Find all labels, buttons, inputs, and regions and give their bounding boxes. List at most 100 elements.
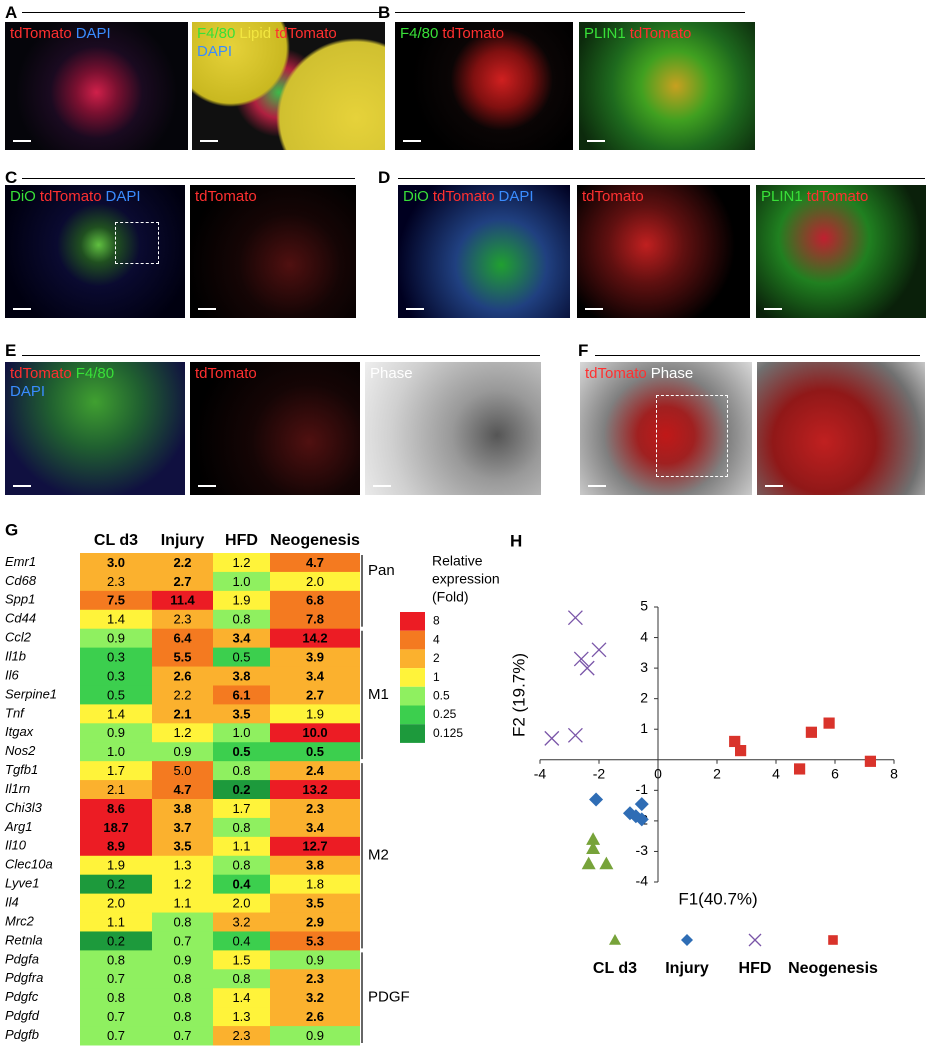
- cell-value: 0.9: [306, 952, 324, 967]
- heat-cell: [152, 704, 213, 724]
- column-header: Injury: [161, 532, 205, 549]
- heat-cell: [270, 553, 360, 573]
- cell-value: 3.8: [306, 858, 324, 873]
- heat-cell: [152, 912, 213, 932]
- heat-cell: [152, 761, 213, 781]
- cell-value: 1.4: [107, 612, 125, 627]
- x-axis-label: F1(40.7%): [678, 889, 757, 908]
- legend-swatch: [400, 686, 425, 706]
- zoom-box: [656, 395, 728, 477]
- y-tick-label: 2: [640, 689, 648, 705]
- cell-value: 0.5: [306, 744, 324, 759]
- cell-value: 6.1: [232, 687, 250, 702]
- point: [628, 809, 643, 824]
- point: [794, 763, 806, 775]
- scale-bar: [200, 140, 218, 142]
- channel-name: tdTomato: [432, 188, 495, 205]
- scale-bar: [406, 308, 424, 310]
- heat-cell: [152, 969, 213, 989]
- gene-name: Itgax: [5, 724, 34, 739]
- channel-line: DAPI: [10, 383, 118, 401]
- cell-value: 2.3: [173, 612, 191, 627]
- point: [544, 730, 560, 746]
- channel-line: F4/80 tdTomato: [400, 25, 508, 43]
- cell-value: 1.1: [232, 839, 250, 854]
- channel-name: Phase: [650, 365, 694, 382]
- cell-value: 0.7: [107, 971, 125, 986]
- y-tick-label: 3: [640, 659, 648, 675]
- channel-name: DiO: [403, 188, 429, 205]
- gene-name: Ccl2: [5, 630, 32, 645]
- cell-value: 0.2: [107, 877, 125, 892]
- cell-value: 1.9: [232, 593, 250, 608]
- heat-cell: [80, 553, 152, 573]
- cell-value: 1.3: [232, 1009, 250, 1024]
- point: [634, 797, 649, 812]
- gene-name: Clec10a: [5, 857, 53, 872]
- heat-cell: [270, 855, 360, 876]
- heat-cell: [80, 817, 152, 838]
- heat-cell: [213, 571, 270, 592]
- cell-value: 0.8: [173, 1009, 191, 1024]
- heat-cell: [152, 817, 213, 838]
- channel-line: tdTomato: [195, 188, 261, 206]
- legend-title: (Fold): [432, 589, 469, 605]
- heat-cell: [80, 628, 152, 649]
- heat-cell: [270, 1007, 360, 1027]
- panel-letter: B: [378, 3, 391, 22]
- point: [729, 735, 741, 748]
- cell-value: 2.6: [306, 1009, 324, 1024]
- cell-value: 3.2: [306, 990, 324, 1005]
- legend-label: 0.125: [433, 726, 463, 740]
- cell-value: 11.4: [170, 593, 195, 608]
- cell-value: 2.3: [306, 971, 324, 986]
- micrograph: DiO tdTomato DAPI: [398, 185, 570, 318]
- gene-name: Tgfb1: [5, 762, 38, 777]
- heat-cell: [213, 969, 270, 989]
- channel-line: PLIN1 tdTomato: [584, 25, 695, 43]
- cell-value: 0.8: [232, 858, 250, 873]
- cell-value: 2.4: [306, 763, 325, 778]
- channel-line: tdTomato DAPI: [10, 25, 115, 43]
- gene-name: Cd68: [5, 573, 37, 588]
- legend-label: Neogenesis: [788, 960, 878, 977]
- x-tick-label: 0: [654, 765, 662, 781]
- gene-name: Il4: [5, 895, 19, 910]
- legend-label: CL d3: [593, 960, 637, 977]
- heat-cell: [270, 874, 360, 895]
- cell-value: 8.9: [107, 839, 125, 854]
- gene-name: Arg1: [4, 819, 32, 834]
- cell-value: 2.1: [173, 706, 191, 721]
- cell-value: 0.5: [232, 650, 250, 665]
- cell-value: 1.2: [232, 555, 250, 570]
- cell-value: 1.7: [232, 801, 250, 816]
- channel-label: tdTomato DAPI: [10, 25, 115, 43]
- gene-name: Pdgfra: [5, 970, 43, 985]
- legend-label: HFD: [739, 960, 772, 977]
- heat-cell: [80, 1026, 152, 1046]
- channel-label: tdTomato Phase: [585, 365, 697, 383]
- point: [591, 642, 607, 658]
- gene-name: Spp1: [5, 592, 35, 607]
- micrograph: F4/80 Lipid tdTomato DAPI: [192, 22, 385, 150]
- x-tick-label: 2: [713, 765, 721, 781]
- heat-cell: [80, 874, 152, 895]
- gene-name: Pdgfa: [5, 951, 39, 966]
- legend-label: Injury: [665, 960, 709, 977]
- cell-value: 8.6: [107, 801, 125, 816]
- legend-swatch: [400, 724, 425, 743]
- heat-cell: [270, 590, 360, 611]
- cell-value: 1.2: [173, 877, 191, 892]
- heat-cell: [213, 1007, 270, 1027]
- gene-name: Emr1: [5, 554, 36, 569]
- gene-name: Retnla: [5, 932, 43, 947]
- group-name: Pan: [368, 562, 395, 579]
- channel-name: DAPI: [498, 188, 534, 205]
- heat-cell: [80, 704, 152, 724]
- heat-cell: [270, 723, 360, 743]
- cell-value: 1.0: [232, 574, 250, 589]
- legend-marker: [681, 934, 693, 946]
- cell-value: 1.0: [232, 725, 250, 740]
- heat-cell: [80, 969, 152, 989]
- panel-rule: [22, 355, 540, 356]
